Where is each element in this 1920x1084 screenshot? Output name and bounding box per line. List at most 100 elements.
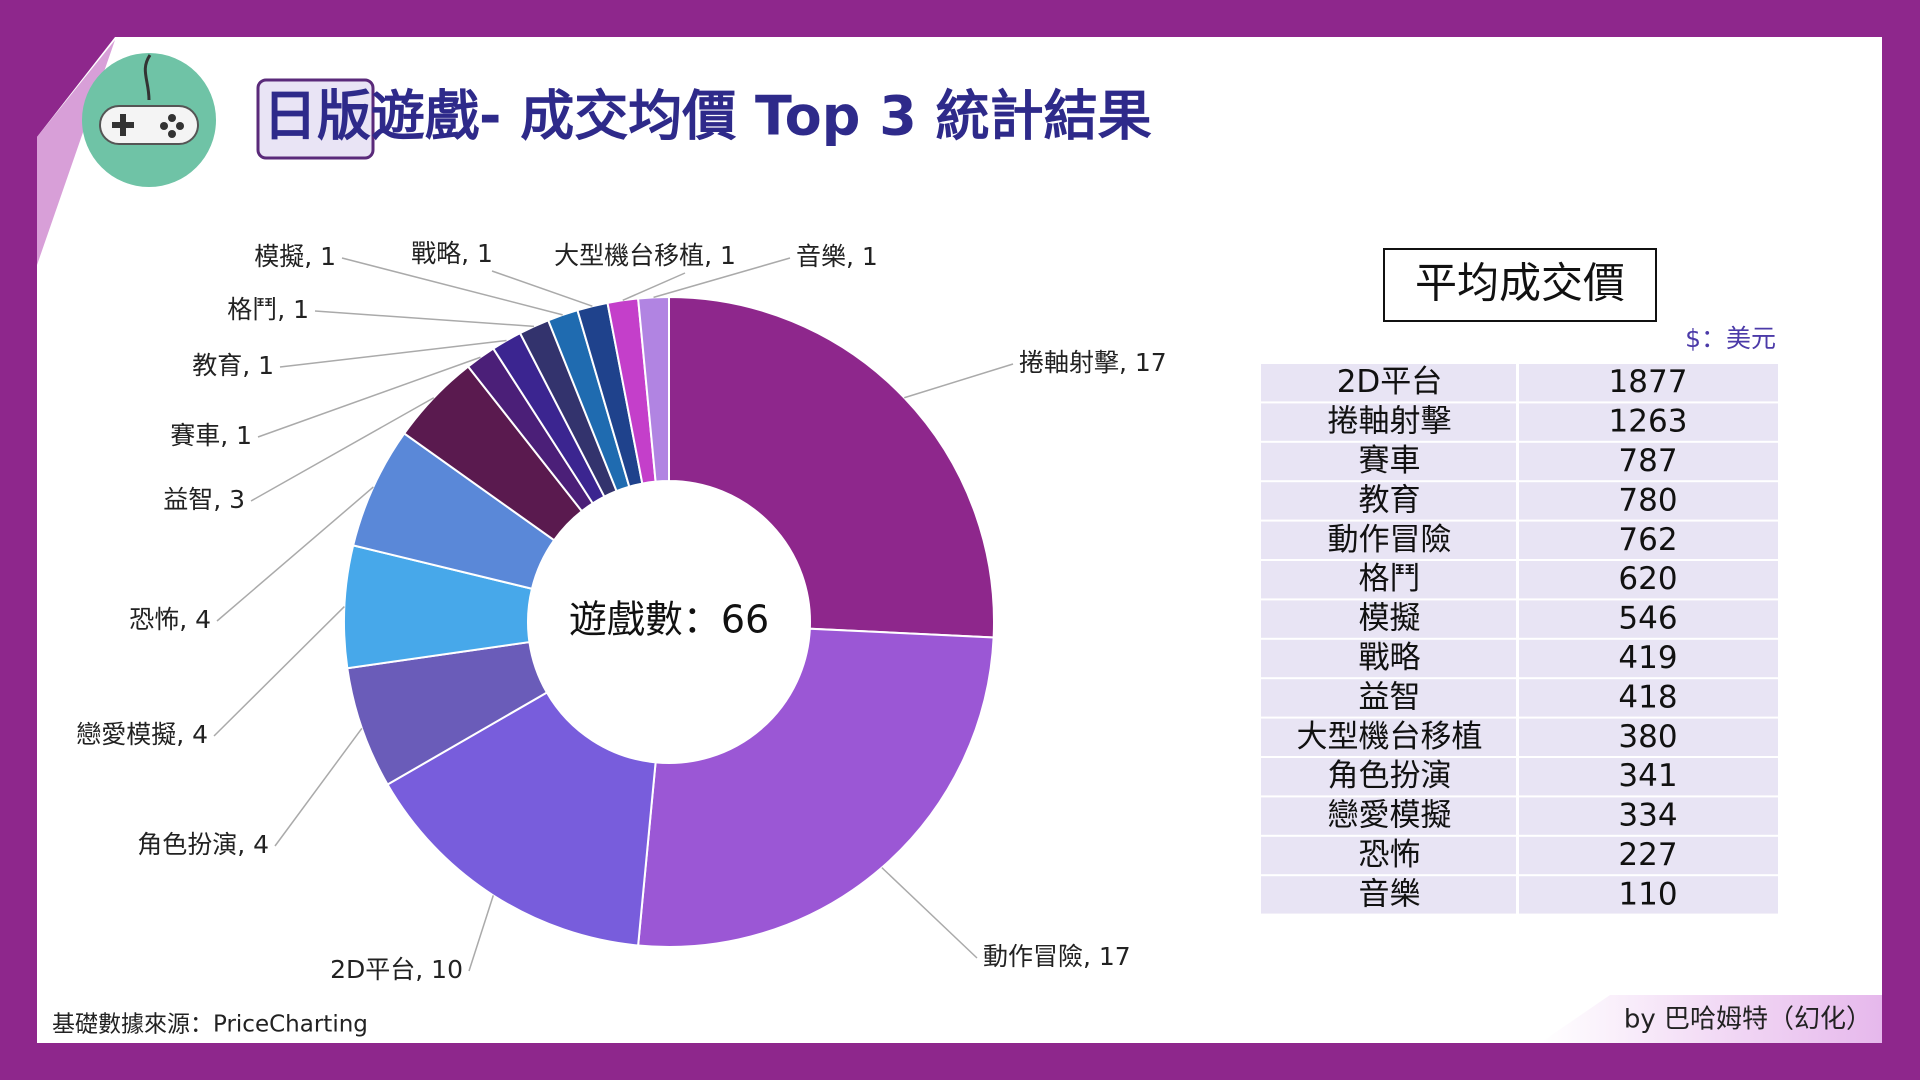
data-label: 動作冒險, 17: [983, 942, 1131, 971]
table-cell: [1519, 639, 1778, 678]
leader-line: [491, 270, 593, 307]
table-cell: [1261, 679, 1516, 717]
row-label: 大型機台移植: [1297, 719, 1483, 755]
data-label: 2D平台, 10: [330, 955, 463, 984]
leader-line: [881, 867, 978, 959]
leader-line: [216, 486, 374, 622]
data-label: 格鬥, 1: [227, 295, 309, 324]
row-value: 419: [1618, 640, 1677, 676]
leader-line: [653, 257, 791, 299]
title-highlight: [256, 78, 375, 160]
data-label: 教育, 1: [192, 351, 274, 380]
row-label: 音樂: [1359, 876, 1421, 912]
donut-slice: [668, 295, 995, 639]
data-label: 捲軸射擊, 17: [1019, 348, 1167, 377]
row-value: 780: [1618, 482, 1677, 518]
data-label: 賽車, 1: [170, 421, 252, 450]
table-title: 平均成交價: [1415, 259, 1625, 308]
table-cell: [1519, 403, 1778, 441]
table-cell: [1519, 364, 1778, 402]
table-cell: [1261, 600, 1516, 638]
row-value: 1877: [1609, 364, 1688, 400]
table-cell: [1519, 561, 1778, 599]
table-cell: [1261, 403, 1516, 441]
row-label: 戀愛模擬: [1328, 798, 1452, 834]
row-label: 角色扮演: [1328, 758, 1452, 794]
donut-slice: [386, 691, 657, 947]
table-cell: [1261, 876, 1516, 914]
row-label: 動作冒險: [1328, 522, 1452, 558]
data-label: 恐怖, 4: [129, 605, 211, 634]
row-value: 227: [1618, 837, 1677, 873]
table-cell: [1261, 836, 1516, 875]
row-label: 益智: [1359, 679, 1421, 715]
leader-line: [279, 339, 507, 368]
table-cell: [1261, 639, 1516, 678]
data-label: 大型機台移植, 1: [554, 241, 736, 270]
row-value: 380: [1618, 719, 1677, 755]
table-cell: [1519, 521, 1778, 559]
row-value: 334: [1618, 798, 1677, 834]
row-label: 恐怖: [1359, 837, 1421, 873]
table-title-box: [1383, 248, 1657, 322]
donut-slice: [637, 295, 670, 483]
table-cell: [1519, 482, 1778, 520]
table-cell: [1261, 561, 1516, 599]
data-label: 音樂, 1: [796, 242, 878, 271]
table-cell: [1261, 364, 1516, 402]
table-cell: [1261, 758, 1516, 796]
row-value: 620: [1618, 561, 1677, 597]
row-value: 1263: [1609, 404, 1688, 440]
table-cell: [1519, 797, 1778, 835]
row-label: 格鬥: [1359, 561, 1421, 597]
data-label: 戀愛模擬, 4: [76, 720, 208, 749]
data-label: 角色扮演, 4: [137, 830, 269, 859]
row-label: 教育: [1359, 482, 1421, 518]
table-cell: [1261, 482, 1516, 520]
leader-line: [274, 727, 363, 847]
data-label: 模擬, 1: [254, 242, 336, 271]
row-label: 戰略: [1359, 640, 1421, 676]
leader-line: [257, 356, 481, 438]
leader-line: [341, 257, 563, 316]
data-label: 戰略, 1: [411, 239, 493, 268]
row-label: 模擬: [1359, 601, 1421, 637]
leader-line: [250, 397, 435, 502]
table-cell: [1519, 600, 1778, 638]
leader-line: [314, 310, 535, 328]
leader-line: [468, 895, 495, 972]
credit-band: [1540, 995, 1882, 1043]
table-cell: [1261, 442, 1516, 481]
row-label: 捲軸射擊: [1328, 404, 1452, 440]
controller-icon: [82, 53, 216, 187]
leader-line: [213, 606, 345, 737]
leader-line: [622, 272, 686, 301]
row-label: 2D平台: [1337, 364, 1443, 400]
row-value: 341: [1618, 758, 1677, 794]
leader-line: [903, 363, 1014, 399]
table-cell: [1519, 836, 1778, 875]
source: 基礎數據來源：PriceCharting: [52, 1012, 368, 1038]
row-value: 418: [1618, 679, 1677, 715]
corner: [37, 37, 115, 137]
table-cell: [1519, 758, 1778, 796]
table-cell: [1519, 876, 1778, 914]
table-cell: [1519, 718, 1778, 756]
row-value: 110: [1618, 876, 1677, 912]
row-label: 賽車: [1359, 443, 1421, 479]
row-value: 787: [1618, 443, 1677, 479]
row-value: 762: [1618, 522, 1677, 558]
donut-slice: [637, 627, 995, 948]
data-label: 益智, 3: [163, 485, 245, 514]
center-label: 遊戲數：66: [569, 598, 769, 642]
table-unit: $：美元: [1685, 324, 1776, 353]
table-cell: [1519, 442, 1778, 481]
table-cell: [1519, 679, 1778, 717]
table-cell: [1261, 718, 1516, 756]
title: 日版遊戲- 成交均價 Top 3 統計結果: [263, 85, 1152, 148]
row-value: 546: [1618, 601, 1677, 637]
credit: by 巴哈姆特（幻化）: [1624, 1005, 1872, 1035]
table-cell: [1261, 797, 1516, 835]
